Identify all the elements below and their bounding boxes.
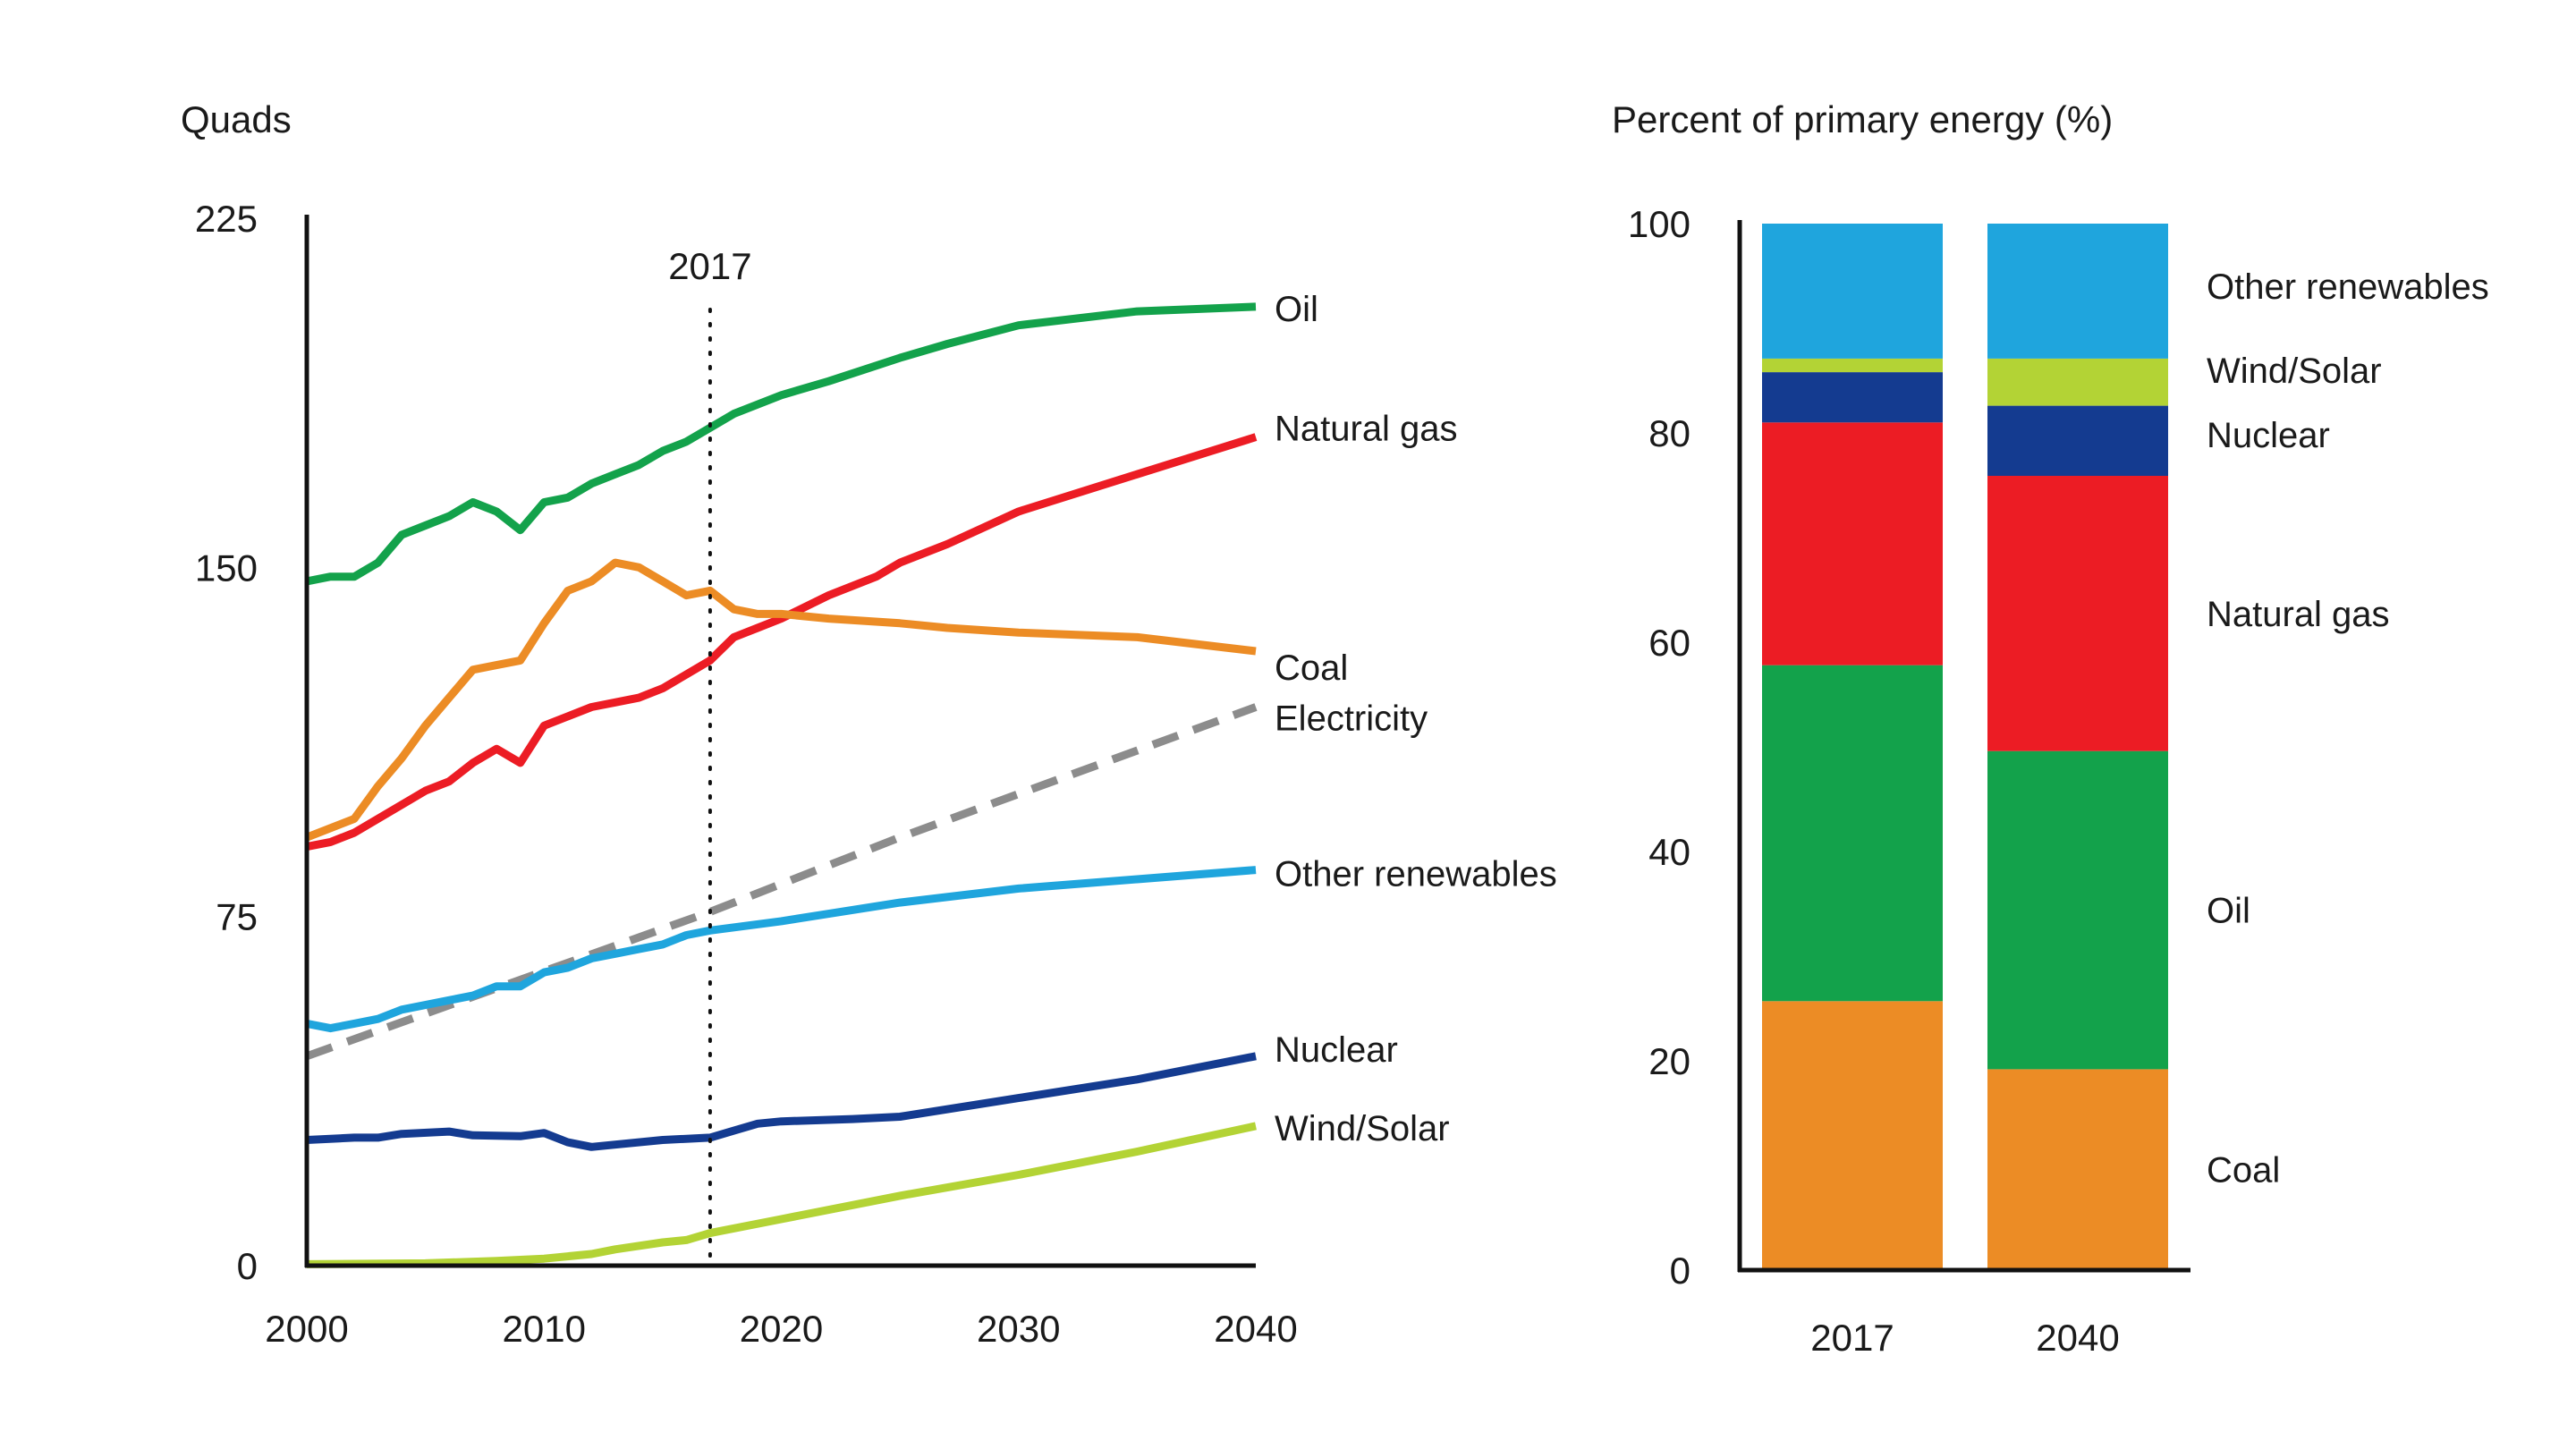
bar-chart-y-tick-label: 80: [1648, 412, 1690, 454]
line-chart-x-tick-label: 2040: [1214, 1308, 1297, 1350]
bar-segment-natural-gas-2017: [1762, 422, 1943, 665]
series-label-natural-gas: Natural gas: [1275, 410, 1458, 449]
series-line-oil: [306, 302, 1257, 586]
bar-segment-nuclear-2040: [1987, 405, 2168, 476]
series-label-nuclear: Nuclear: [1275, 1030, 1398, 1070]
series-line-other-renewables: [306, 866, 1257, 1033]
segment-label-wind-solar: Wind/Solar: [2207, 352, 2382, 391]
series-line-wind-solar: [306, 1122, 1257, 1268]
stacked-bar-chart: Percent of primary energy (%) 2017 204002…: [1612, 98, 2489, 1359]
bar-segment-wind-solar-2017: [1762, 358, 1943, 373]
bar-chart-y-tick-label: 40: [1648, 831, 1690, 873]
bar-chart-y-tick-label: 60: [1648, 622, 1690, 664]
bar-chart-y-tick-label: 100: [1628, 203, 1690, 245]
line-chart-y-tick-label: 75: [216, 896, 258, 938]
segment-label-natural-gas: Natural gas: [2207, 595, 2390, 634]
segment-label-coal: Coal: [2207, 1151, 2280, 1191]
line-chart-y-tick-label: 225: [195, 198, 258, 240]
series-label-coal: Coal: [1275, 648, 1348, 688]
series-line-nuclear: [306, 1052, 1257, 1151]
series-line-coal: [305, 558, 1257, 842]
line-chart-y-axis-title: Quads: [181, 98, 292, 140]
series-label-electricity: Electricity: [1275, 699, 1428, 738]
line-chart-x-tick-label: 2030: [977, 1308, 1060, 1350]
bar-segment-coal-2017: [1762, 1001, 1943, 1270]
bar-chart-x-tick-label: 2040: [2036, 1317, 2119, 1359]
segment-label-other-renewables: Other renewables: [2207, 267, 2489, 307]
line-chart-x-tick-label: 2020: [740, 1308, 823, 1350]
bar-segment-natural-gas-2040: [1987, 476, 2168, 751]
line-chart-x-tick-label: 2010: [503, 1308, 586, 1350]
series-label-oil: Oil: [1275, 290, 1318, 329]
bar-chart-y-tick-label: 0: [1670, 1250, 1690, 1292]
bar-chart-x-tick-label: 2017: [1810, 1317, 1894, 1359]
marker-label-2017: 2017: [668, 245, 751, 287]
bar-chart-y-tick-label: 20: [1648, 1040, 1690, 1082]
bar-segment-oil-2040: [1987, 750, 2168, 1070]
bar-segment-oil-2017: [1762, 665, 1943, 1002]
segment-label-nuclear: Nuclear: [2207, 416, 2330, 455]
series-line-natural-gas: [306, 433, 1258, 852]
bar-segment-other-renewables-2017: [1762, 224, 1943, 359]
bar-segment-coal-2040: [1987, 1069, 2168, 1270]
bar-segment-other-renewables-2040: [1987, 224, 2168, 359]
line-chart-x-tick-label: 2000: [265, 1308, 348, 1350]
line-chart-y-tick-label: 150: [195, 547, 258, 589]
bar-segment-wind-solar-2040: [1987, 358, 2168, 406]
series-label-other-renewables: Other renewables: [1275, 855, 1557, 894]
bar-segment-nuclear-2017: [1762, 372, 1943, 423]
bar-chart-y-axis-title: Percent of primary energy (%): [1612, 98, 2113, 140]
series-line-electricity: [305, 703, 1258, 1061]
segment-label-oil: Oil: [2207, 892, 2250, 931]
line-chart-y-tick-label: 0: [237, 1245, 258, 1287]
series-label-wind-solar: Wind/Solar: [1275, 1109, 1450, 1148]
